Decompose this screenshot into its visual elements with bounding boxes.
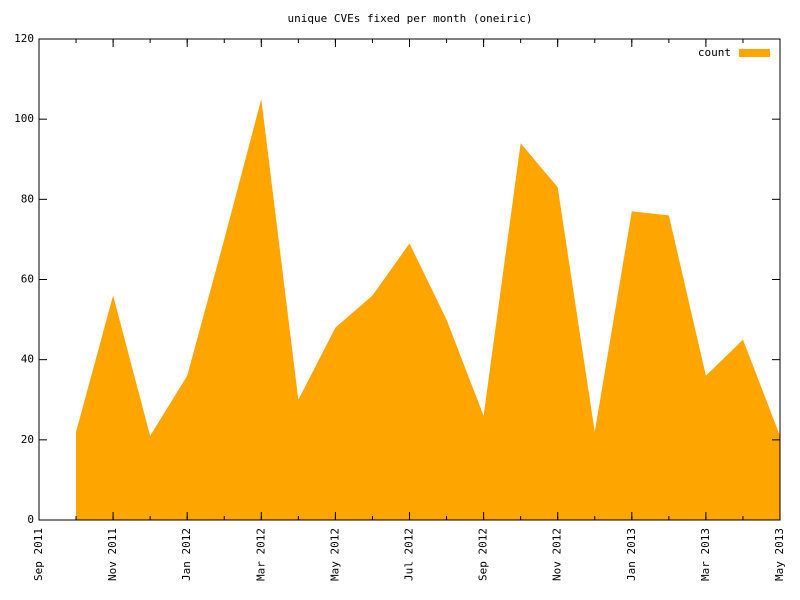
- x-tick-label: Mar 2013: [699, 528, 712, 581]
- x-tick-label: Nov 2012: [551, 528, 564, 581]
- chart-title: unique CVEs fixed per month (oneiric): [287, 12, 532, 25]
- y-tick-label: 100: [14, 112, 34, 125]
- x-tick-label: Mar 2012: [254, 528, 267, 581]
- y-tick-label: 120: [14, 32, 34, 45]
- area: [76, 99, 781, 520]
- y-tick-label: 60: [21, 273, 34, 286]
- x-tick-label: Jul 2012: [403, 528, 416, 581]
- x-tick-label: Jan 2013: [625, 528, 638, 581]
- y-tick-label: 20: [21, 433, 34, 446]
- legend-label: count: [698, 46, 731, 59]
- y-tick-label: 0: [27, 513, 34, 526]
- legend-swatch: [739, 49, 770, 57]
- x-tick-label: Nov 2011: [106, 528, 119, 581]
- y-tick-label: 40: [21, 353, 34, 366]
- x-tick-label: Jan 2012: [180, 528, 193, 581]
- x-tick-label: Sep 2011: [32, 528, 45, 581]
- x-tick-label: May 2013: [773, 528, 786, 581]
- y-tick-label: 80: [21, 192, 34, 205]
- x-tick-label: May 2012: [328, 528, 341, 581]
- x-tick-label: Sep 2012: [477, 528, 490, 581]
